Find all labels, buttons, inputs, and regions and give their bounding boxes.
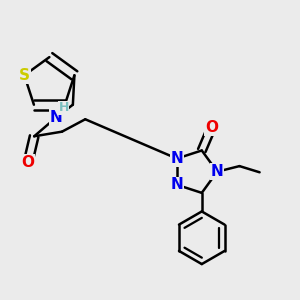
- Text: S: S: [19, 68, 30, 83]
- Text: N: N: [50, 110, 62, 125]
- Text: H: H: [58, 101, 69, 114]
- Text: N: N: [170, 177, 183, 192]
- Text: O: O: [22, 155, 34, 170]
- Text: N: N: [211, 164, 224, 179]
- Text: N: N: [211, 164, 224, 179]
- Text: N: N: [170, 177, 183, 192]
- Text: H: H: [58, 101, 69, 114]
- Text: O: O: [22, 155, 34, 170]
- Text: S: S: [19, 68, 30, 83]
- Text: N: N: [50, 110, 62, 125]
- Text: N: N: [170, 151, 183, 166]
- Text: N: N: [170, 151, 183, 166]
- Text: O: O: [205, 120, 218, 135]
- Text: O: O: [205, 120, 218, 135]
- Text: N: N: [170, 151, 183, 166]
